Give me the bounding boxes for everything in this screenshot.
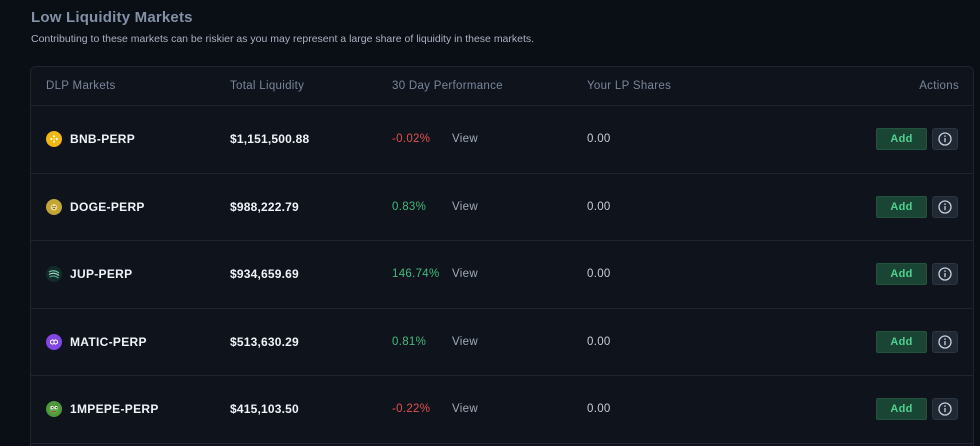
info-button[interactable] — [932, 195, 958, 218]
market-cell: 1MPEPE-PERP — [46, 401, 159, 418]
section-title: Low Liquidity Markets — [31, 9, 193, 26]
table-row: 1MPEPE-PERP $415,103.50 -0.22% View 0.00… — [31, 376, 973, 444]
lp-shares: 0.00 — [587, 200, 611, 213]
total-liquidity: $513,630.29 — [230, 334, 299, 349]
market-cell: BNB-PERP — [46, 131, 136, 148]
header-lp-shares: Your LP Shares — [587, 80, 672, 92]
table-row: MATIC-PERP $513,630.29 0.81% View 0.00 A… — [31, 309, 973, 376]
market-cell: JUP-PERP — [46, 266, 133, 283]
total-liquidity: $1,151,500.88 — [230, 132, 310, 147]
market-name: 1MPEPE-PERP — [70, 402, 159, 417]
matic-icon — [46, 333, 62, 350]
performance-value: 146.74% — [392, 268, 440, 281]
markets-table: DLP Markets Total Liquidity 30 Day Perfo… — [30, 66, 974, 446]
info-icon — [938, 132, 952, 146]
bnb-icon — [46, 131, 62, 148]
market-name: BNB-PERP — [70, 132, 136, 147]
lp-shares: 0.00 — [587, 335, 611, 348]
table-header: DLP Markets Total Liquidity 30 Day Perfo… — [31, 67, 973, 106]
view-link[interactable]: View — [452, 403, 478, 416]
header-30-day-performance: 30 Day Performance — [392, 80, 503, 92]
info-icon — [938, 267, 952, 281]
table-row: BNB-PERP $1,151,500.88 -0.02% View 0.00 … — [31, 106, 973, 174]
performance-value: 0.83% — [392, 200, 427, 213]
total-liquidity: $988,222.79 — [230, 199, 299, 214]
lp-shares: 0.00 — [587, 133, 611, 146]
table-row: JUP-PERP $934,659.69 146.74% View 0.00 A… — [31, 241, 973, 309]
info-icon — [938, 335, 952, 349]
info-button[interactable] — [932, 128, 958, 151]
market-cell: MATIC-PERP — [46, 333, 147, 350]
add-button[interactable]: Add — [876, 128, 927, 151]
section-subtitle: Contributing to these markets can be ris… — [31, 33, 535, 45]
market-name: DOGE-PERP — [70, 199, 145, 214]
add-button[interactable]: Add — [876, 330, 927, 353]
market-name: JUP-PERP — [70, 267, 133, 282]
view-link[interactable]: View — [452, 268, 478, 281]
total-liquidity: $934,659.69 — [230, 267, 299, 282]
view-link[interactable]: View — [452, 133, 478, 146]
add-button[interactable]: Add — [876, 398, 927, 421]
header-markets: DLP Markets — [46, 80, 116, 92]
jup-icon — [46, 266, 62, 283]
add-button[interactable]: Add — [876, 195, 927, 218]
market-name: MATIC-PERP — [70, 334, 147, 349]
header-total-liquidity: Total Liquidity — [230, 80, 305, 92]
pepe-icon — [46, 401, 62, 418]
performance-value: 0.81% — [392, 335, 427, 348]
lp-shares: 0.00 — [587, 268, 611, 281]
info-button[interactable] — [932, 330, 958, 353]
doge-icon — [46, 198, 62, 215]
total-liquidity: $415,103.50 — [230, 402, 299, 417]
info-button[interactable] — [932, 398, 958, 421]
add-button[interactable]: Add — [876, 263, 927, 286]
view-link[interactable]: View — [452, 335, 478, 348]
lp-shares: 0.00 — [587, 403, 611, 416]
market-cell: DOGE-PERP — [46, 198, 145, 215]
table-row: DOGE-PERP $988,222.79 0.83% View 0.00 Ad… — [31, 174, 973, 241]
info-icon — [938, 200, 952, 214]
info-button[interactable] — [932, 263, 958, 286]
performance-value: -0.02% — [392, 133, 431, 146]
info-icon — [938, 402, 952, 416]
performance-value: -0.22% — [392, 403, 431, 416]
view-link[interactable]: View — [452, 200, 478, 213]
header-actions: Actions — [919, 80, 959, 92]
